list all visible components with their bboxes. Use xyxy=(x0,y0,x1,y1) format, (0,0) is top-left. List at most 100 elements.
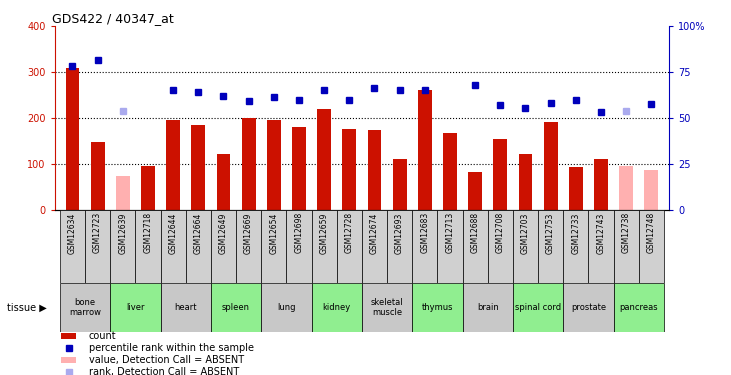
Bar xyxy=(261,210,287,283)
Bar xyxy=(110,210,135,283)
Bar xyxy=(513,210,538,283)
Text: GSM12743: GSM12743 xyxy=(596,212,605,254)
Text: skeletal
muscle: skeletal muscle xyxy=(371,298,404,317)
Bar xyxy=(110,283,161,332)
Text: GSM12664: GSM12664 xyxy=(194,212,202,254)
Text: GSM12738: GSM12738 xyxy=(621,212,631,254)
Text: GSM12674: GSM12674 xyxy=(370,212,379,254)
Text: GSM12703: GSM12703 xyxy=(521,212,530,254)
Text: GSM12753: GSM12753 xyxy=(546,212,555,254)
Bar xyxy=(544,122,558,210)
Text: pancreas: pancreas xyxy=(619,303,658,312)
Bar xyxy=(85,210,110,283)
Text: GSM12634: GSM12634 xyxy=(68,212,77,254)
Bar xyxy=(613,210,639,283)
Bar xyxy=(588,210,613,283)
Bar xyxy=(61,357,76,363)
Bar xyxy=(443,133,457,210)
Text: spleen: spleen xyxy=(222,303,250,312)
Bar xyxy=(387,210,412,283)
Bar xyxy=(644,170,658,210)
Bar xyxy=(267,120,281,210)
Text: count: count xyxy=(88,331,116,341)
Bar xyxy=(437,210,463,283)
Text: GSM12644: GSM12644 xyxy=(169,212,178,254)
Bar xyxy=(91,142,105,210)
Text: liver: liver xyxy=(126,303,145,312)
Bar xyxy=(463,210,488,283)
Text: GSM12659: GSM12659 xyxy=(319,212,329,254)
Bar xyxy=(463,283,513,332)
Bar xyxy=(211,283,261,332)
Text: GDS422 / 40347_at: GDS422 / 40347_at xyxy=(52,12,173,25)
Bar xyxy=(337,210,362,283)
Bar xyxy=(412,210,437,283)
Text: GSM12723: GSM12723 xyxy=(93,212,102,254)
Bar xyxy=(563,283,613,332)
Text: GSM12669: GSM12669 xyxy=(244,212,253,254)
Bar xyxy=(468,172,482,210)
Bar xyxy=(66,68,80,210)
Bar xyxy=(569,167,583,210)
Bar xyxy=(192,125,205,210)
Bar xyxy=(261,283,311,332)
Text: spinal cord: spinal cord xyxy=(515,303,561,312)
Text: brain: brain xyxy=(477,303,499,312)
Bar xyxy=(186,210,211,283)
Text: kidney: kidney xyxy=(322,303,351,312)
Bar xyxy=(317,110,331,210)
Text: GSM12728: GSM12728 xyxy=(345,212,354,254)
Bar xyxy=(639,210,664,283)
Text: lung: lung xyxy=(277,303,295,312)
Bar xyxy=(287,210,311,283)
Text: heart: heart xyxy=(175,303,197,312)
Bar xyxy=(61,333,76,339)
Text: bone
marrow: bone marrow xyxy=(69,298,101,317)
Bar xyxy=(60,283,110,332)
Bar xyxy=(242,118,256,210)
Bar xyxy=(538,210,563,283)
Bar xyxy=(513,283,563,332)
Text: GSM12713: GSM12713 xyxy=(445,212,455,254)
Bar xyxy=(161,210,186,283)
Text: GSM12693: GSM12693 xyxy=(395,212,404,254)
Bar xyxy=(60,210,85,283)
Bar xyxy=(563,210,588,283)
Text: GSM12683: GSM12683 xyxy=(420,212,429,254)
Bar xyxy=(311,283,362,332)
Text: GSM12698: GSM12698 xyxy=(295,212,303,254)
Text: percentile rank within the sample: percentile rank within the sample xyxy=(88,343,254,353)
Text: GSM12718: GSM12718 xyxy=(143,212,153,254)
Text: prostate: prostate xyxy=(571,303,606,312)
Bar xyxy=(493,139,507,210)
Text: GSM12688: GSM12688 xyxy=(471,212,480,254)
Bar xyxy=(292,127,306,210)
Text: thymus: thymus xyxy=(422,303,453,312)
Bar xyxy=(619,166,633,210)
Bar xyxy=(135,210,161,283)
Bar xyxy=(161,283,211,332)
Text: GSM12649: GSM12649 xyxy=(219,212,228,254)
Bar xyxy=(236,210,261,283)
Bar xyxy=(613,283,664,332)
Bar xyxy=(393,159,406,210)
Bar xyxy=(342,129,356,210)
Bar xyxy=(362,210,387,283)
Bar xyxy=(488,210,513,283)
Bar xyxy=(311,210,337,283)
Bar xyxy=(211,210,236,283)
Bar xyxy=(216,154,230,210)
Text: tissue ▶: tissue ▶ xyxy=(7,303,47,312)
Bar xyxy=(412,283,463,332)
Text: GSM12733: GSM12733 xyxy=(571,212,580,254)
Bar xyxy=(518,154,532,210)
Bar xyxy=(418,90,432,210)
Text: GSM12654: GSM12654 xyxy=(269,212,279,254)
Bar xyxy=(141,166,155,210)
Text: GSM12639: GSM12639 xyxy=(118,212,127,254)
Text: GSM12748: GSM12748 xyxy=(647,212,656,254)
Bar xyxy=(166,120,180,210)
Text: rank, Detection Call = ABSENT: rank, Detection Call = ABSENT xyxy=(88,367,239,375)
Bar xyxy=(115,176,129,210)
Bar xyxy=(368,130,382,210)
